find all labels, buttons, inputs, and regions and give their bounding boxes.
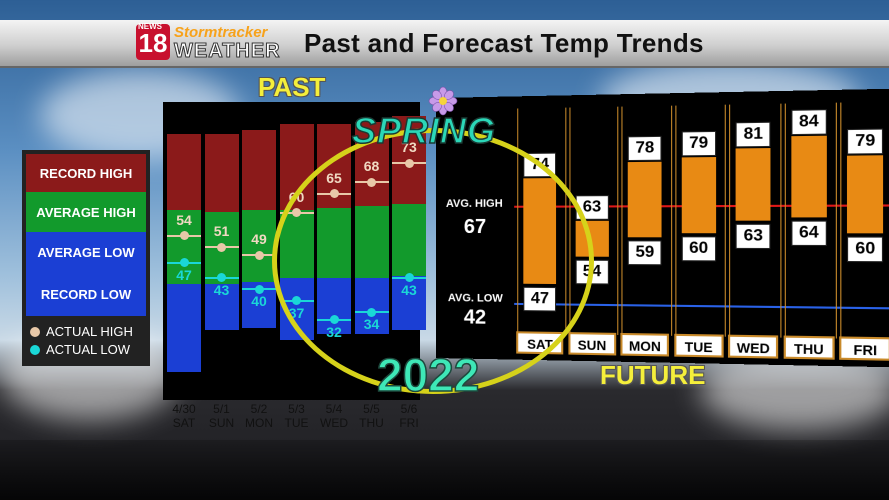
future-day-label: FRI <box>839 336 889 360</box>
future-day-label: TUE <box>674 334 723 358</box>
band-legend: RECORD HIGH AVERAGE HIGH AVERAGE LOW REC… <box>22 150 150 320</box>
record-high-band <box>167 134 201 210</box>
legend-actual-high: ACTUAL HIGH <box>30 324 133 339</box>
future-divider <box>784 104 785 338</box>
past-x-tick-label: 5/3 TUE <box>277 402 317 430</box>
past-x-tick-label: 5/6 FRI <box>389 402 429 430</box>
year-title: 2022 <box>377 348 479 402</box>
record-high-band <box>205 134 239 212</box>
future-divider <box>836 103 837 339</box>
logo-brand: Stormtracker <box>174 24 267 41</box>
average-low-band <box>167 284 201 372</box>
future-low-value: 60 <box>847 236 883 262</box>
past-label: PAST <box>258 72 325 103</box>
past-x-tick-label: 5/4 WED <box>314 402 354 430</box>
legend-record-high: RECORD HIGH <box>26 154 146 192</box>
actual-high-dot-icon <box>30 327 40 337</box>
legend-average-high: AVERAGE HIGH <box>26 192 146 232</box>
future-divider <box>675 106 676 336</box>
past-x-tick-label: 5/5 THU <box>352 402 392 430</box>
floor-reflection <box>0 440 889 500</box>
future-low-value: 64 <box>791 220 826 245</box>
actual-high-point <box>255 251 264 260</box>
future-divider <box>621 107 622 335</box>
past-day-column <box>167 102 201 400</box>
future-day-label: THU <box>783 336 834 360</box>
past-x-tick-label: 5/1 SUN <box>202 402 242 430</box>
future-divider <box>617 107 618 335</box>
future-divider <box>671 106 672 336</box>
actual-high-value: 54 <box>164 212 204 228</box>
station-logo: 18 NEWS Stormtracker WEATHER <box>136 22 298 64</box>
future-range-bar <box>628 161 662 237</box>
future-label: FUTURE <box>600 360 705 391</box>
page-title: Past and Forecast Temp Trends <box>304 28 704 59</box>
future-day-label: MON <box>621 333 670 357</box>
future-range-bar <box>847 155 883 233</box>
past-x-tick-label: 5/2 MON <box>239 402 279 430</box>
future-range-bar <box>791 135 826 217</box>
legend-actual-low: ACTUAL LOW <box>30 342 130 357</box>
future-high-value: 78 <box>628 136 662 161</box>
future-divider <box>780 104 781 338</box>
future-divider <box>725 105 726 337</box>
actual-low-value: 43 <box>202 282 242 298</box>
spring-title: SPRING <box>352 110 496 152</box>
future-high-value: 81 <box>736 122 771 148</box>
future-range-bar <box>681 157 715 233</box>
future-low-value: 60 <box>681 236 715 261</box>
future-range-bar <box>736 148 771 221</box>
future-high-value: 79 <box>847 128 883 154</box>
legend-average-low: AVERAGE LOW <box>26 232 146 272</box>
future-high-value: 84 <box>791 109 826 135</box>
future-divider <box>840 103 841 339</box>
record-high-band <box>242 130 276 210</box>
future-divider <box>729 105 730 337</box>
future-day-label: SUN <box>568 332 616 355</box>
future-day-label: WED <box>728 335 778 359</box>
actual-high-point <box>217 243 226 252</box>
actual-low-value: 47 <box>164 267 204 283</box>
actual-high-point <box>180 231 189 240</box>
actual-high-value: 51 <box>202 223 242 239</box>
future-low-value: 63 <box>736 224 771 249</box>
actual-legend: ACTUAL HIGH ACTUAL LOW <box>22 318 150 366</box>
future-low-value: 59 <box>628 240 662 265</box>
logo-weather: WEATHER <box>174 40 281 63</box>
actual-low-value: 40 <box>239 293 279 309</box>
past-x-tick-label: 4/30 SAT <box>164 402 204 430</box>
actual-low-dot-icon <box>30 345 40 355</box>
future-high-value: 79 <box>681 131 715 156</box>
legend-record-low: RECORD LOW <box>26 272 146 316</box>
logo-news: NEWS <box>138 22 162 31</box>
